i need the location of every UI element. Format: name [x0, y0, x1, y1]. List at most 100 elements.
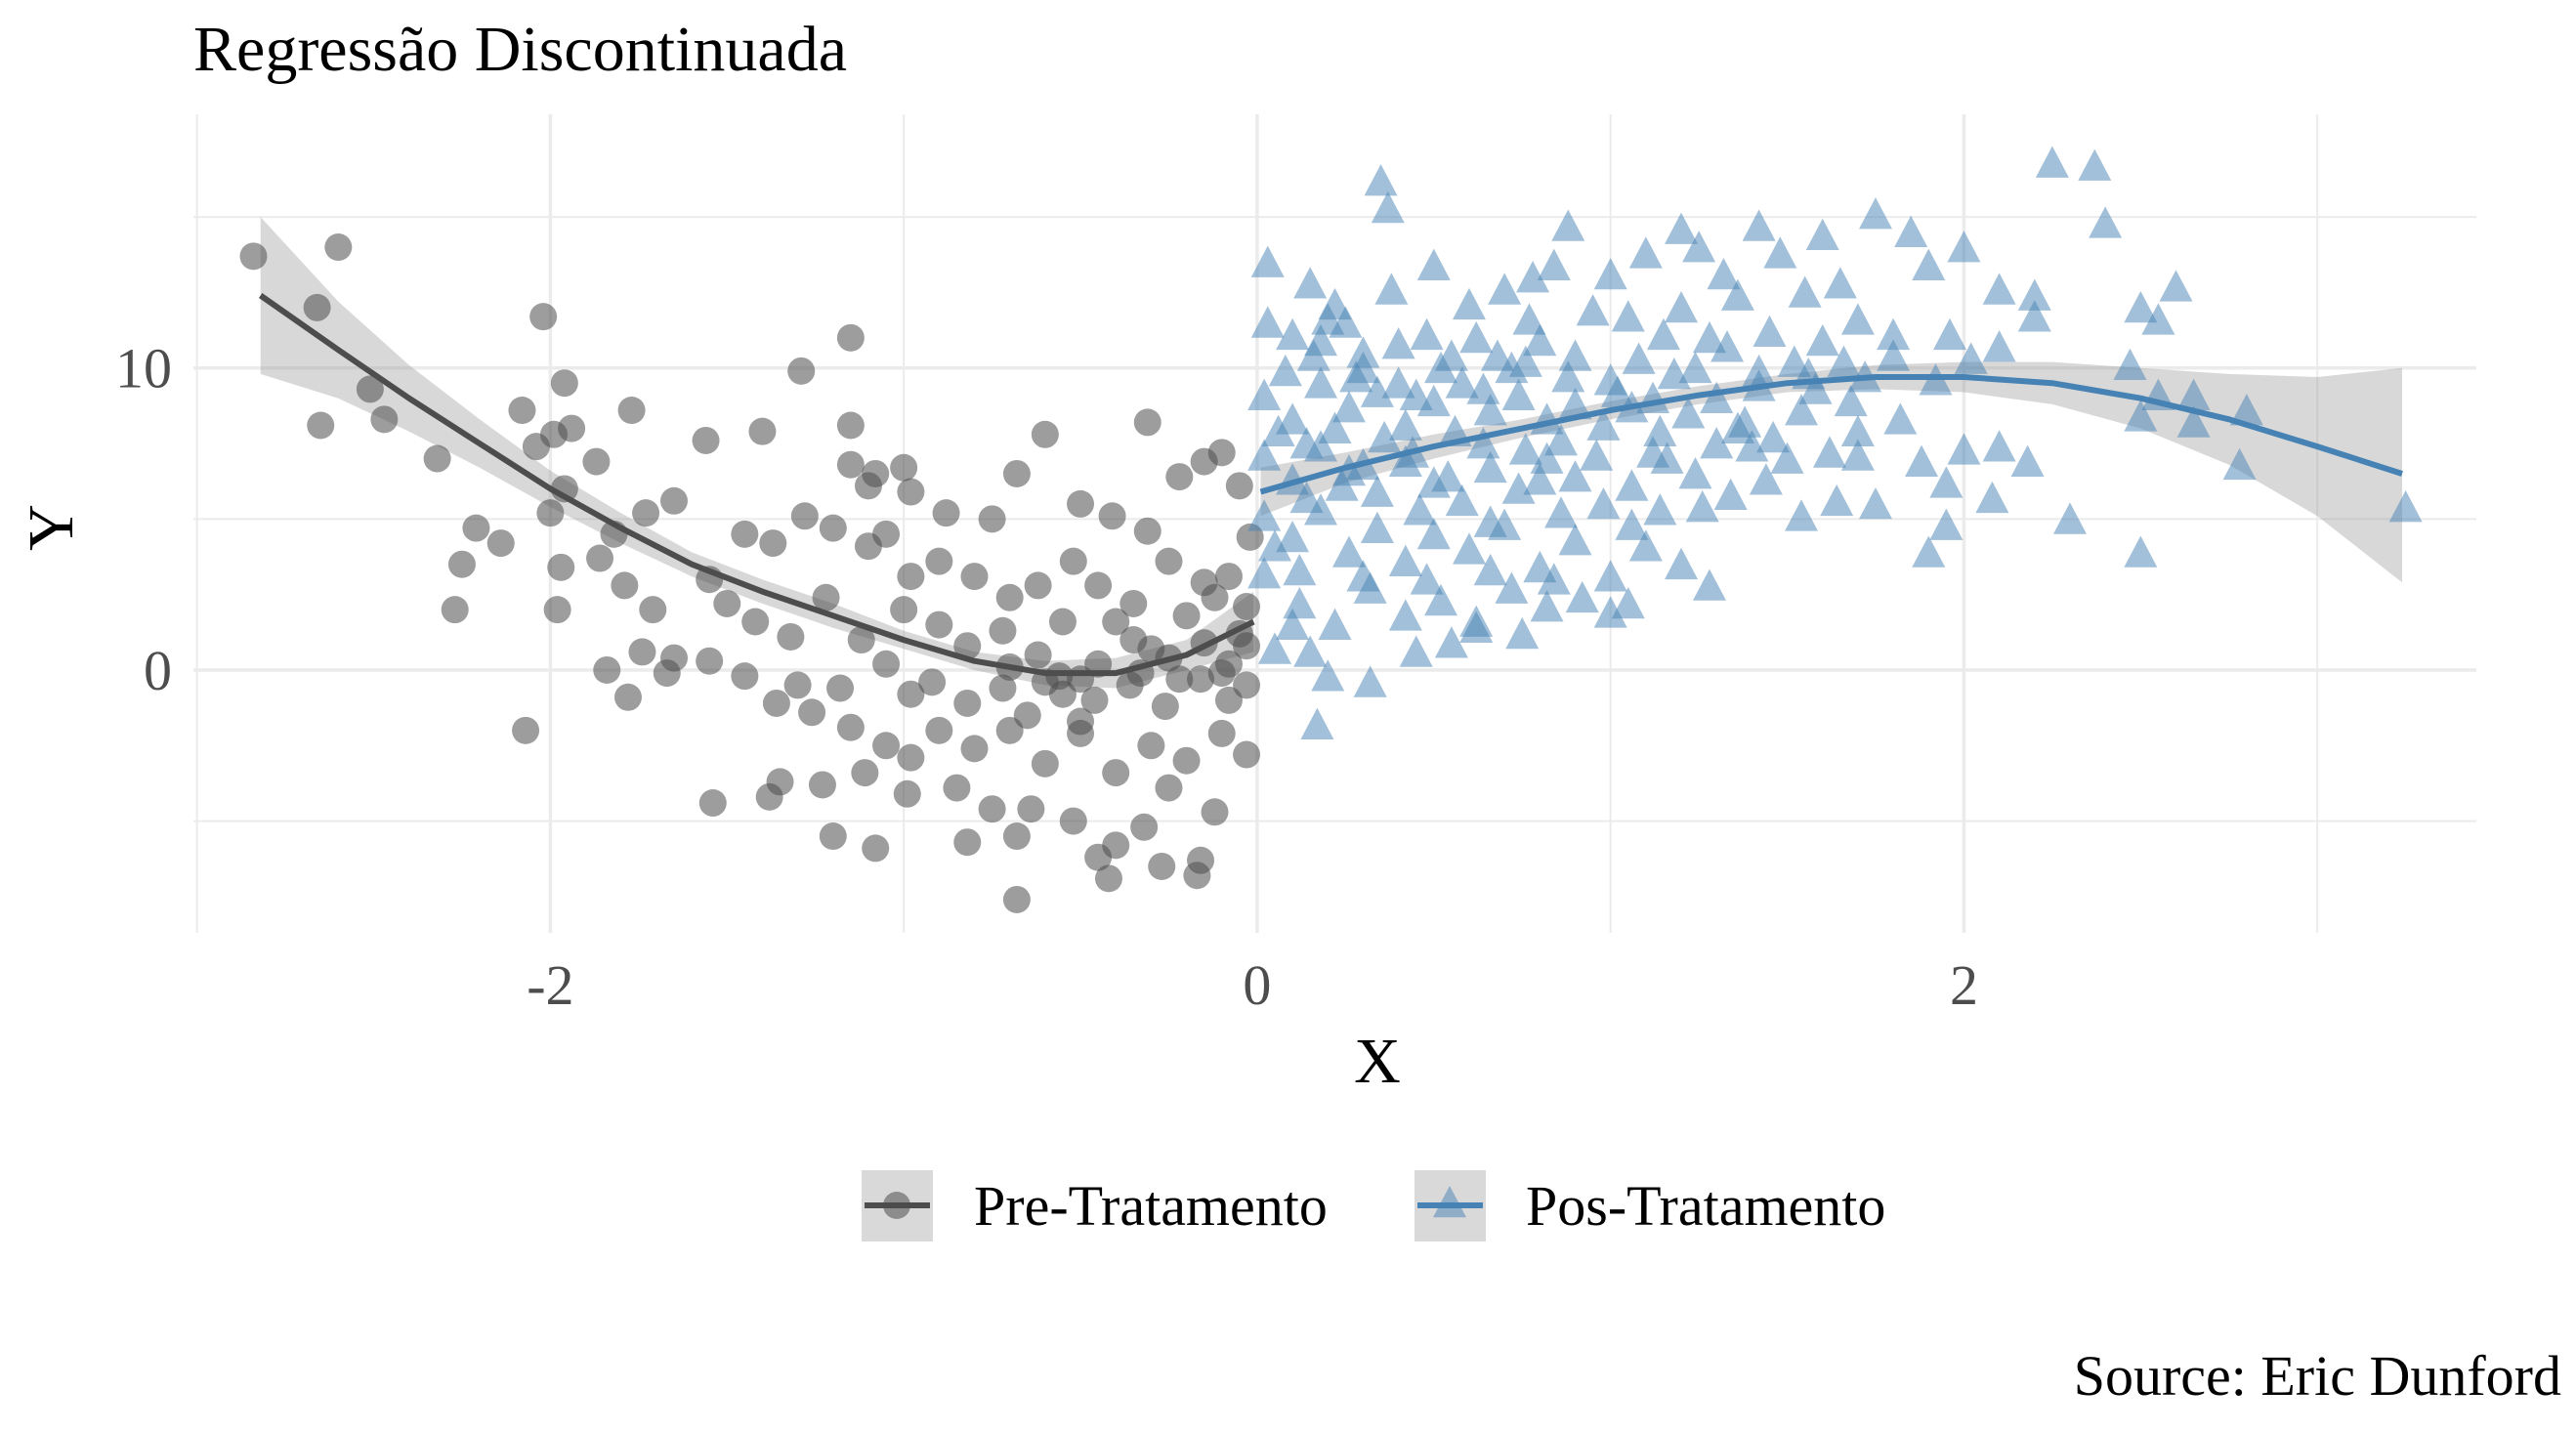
data-point-pre	[543, 596, 571, 624]
data-point-pos	[1399, 378, 1433, 410]
data-point-pos	[2124, 535, 2158, 568]
data-point-pre	[1084, 843, 1113, 871]
data-point-pos	[1300, 707, 1334, 740]
data-point-pre	[632, 499, 660, 527]
data-point-pos	[1982, 330, 2016, 362]
data-point-pre	[1172, 746, 1201, 775]
data-point-pre	[953, 689, 982, 717]
data-point-pos	[1710, 330, 1745, 362]
data-point-pos	[1473, 553, 1507, 586]
data-point-pre	[836, 713, 865, 741]
confidence-band	[260, 217, 1254, 689]
data-point-pre	[1031, 420, 1059, 448]
data-point-pre	[893, 779, 921, 808]
data-point-pos	[1537, 563, 1571, 595]
data-point-pos	[1905, 444, 1939, 477]
data-point-pos	[1480, 339, 1514, 371]
data-point-pos	[1250, 245, 1285, 277]
data-point-pre	[1119, 589, 1148, 617]
data-point-pre	[777, 622, 805, 651]
data-point-pos	[1700, 381, 1734, 414]
data-point-pre	[759, 529, 787, 558]
legend-label: Pos-Tratamento	[1526, 1174, 1885, 1238]
data-point-pre	[1207, 439, 1236, 467]
data-point-pos	[1247, 557, 1282, 589]
data-point-pre	[995, 583, 1024, 611]
data-point-pre	[918, 668, 947, 696]
data-point-pos	[1473, 505, 1507, 537]
data-point-pos	[1982, 430, 2016, 462]
data-point-pos	[1289, 427, 1324, 459]
data-point-pre	[925, 716, 953, 744]
data-point-pos	[1371, 190, 1405, 224]
data-point-pre	[370, 405, 399, 434]
data-point-pre	[653, 659, 681, 688]
y-tick-label: 10	[115, 337, 172, 400]
data-point-pos	[1565, 580, 1599, 613]
data-point-pos	[1381, 327, 1415, 359]
data-point-pre	[755, 782, 783, 811]
data-point-pre	[854, 472, 882, 500]
data-point-pre	[1233, 671, 1261, 699]
data-point-pre	[529, 303, 558, 331]
data-point-pos	[1812, 436, 1846, 468]
data-point-pos	[1434, 626, 1468, 658]
data-point-pos	[1473, 450, 1507, 484]
data-point-pos	[1646, 317, 1680, 351]
data-point-pos	[1671, 397, 1706, 429]
data-point-pos	[1785, 499, 1819, 531]
data-point-pre	[1233, 593, 1261, 621]
data-point-pos	[1293, 635, 1328, 667]
data-point-pos	[1753, 315, 1787, 348]
data-point-pre	[1225, 472, 1253, 500]
data-point-pos	[1665, 290, 1699, 323]
data-point-pre	[851, 759, 879, 787]
data-point-pos	[1770, 442, 1804, 474]
data-point-pos	[1558, 387, 1592, 420]
data-point-pos	[2222, 447, 2257, 481]
data-point-pre	[1094, 864, 1122, 893]
data-point-pre	[582, 447, 611, 476]
data-point-pos	[2113, 348, 2147, 381]
data-point-pos	[1318, 608, 1352, 640]
data-point-pos	[1707, 257, 1741, 290]
data-point-pos	[2141, 303, 2175, 335]
data-point-pre	[1183, 862, 1211, 890]
data-point-pos	[1805, 323, 1839, 357]
data-point-pre	[812, 583, 840, 611]
data-point-pos	[1381, 366, 1415, 399]
fit-lines	[258, 293, 2403, 677]
x-tick-label: 0	[1243, 953, 1271, 1017]
data-point-pos	[1289, 481, 1324, 514]
data-point-pos	[2176, 405, 2211, 438]
data-point-pos	[1735, 430, 1769, 462]
data-point-pos	[1720, 278, 1754, 311]
data-point-pre	[897, 680, 925, 708]
data-point-pos	[1368, 420, 1402, 453]
y-axis-title: Y	[16, 504, 87, 551]
data-point-pos	[2052, 502, 2087, 534]
data-point-pos	[1692, 320, 1726, 354]
data-point-pos	[1445, 366, 1479, 399]
data-point-pre	[1048, 608, 1077, 636]
data-point-pos	[2176, 378, 2211, 410]
data-point-pre	[790, 502, 819, 530]
data-point-pre	[872, 732, 901, 760]
data-point-pos	[1593, 560, 1627, 592]
data-point-pre	[1155, 547, 1183, 575]
data-point-pre	[1002, 459, 1031, 487]
data-point-pos	[1452, 287, 1486, 320]
data-point-pre	[324, 233, 353, 262]
data-point-pos	[1805, 218, 1839, 251]
data-point-pre	[748, 417, 777, 445]
data-point-pre	[558, 414, 586, 442]
data-point-pos	[1364, 164, 1398, 196]
data-point-pre	[547, 553, 575, 581]
data-point-pre	[1155, 774, 1183, 802]
data-point-pos	[1678, 351, 1712, 384]
data-point-pos	[1756, 420, 1791, 453]
data-point-pos	[1785, 394, 1819, 426]
data-point-pos	[1261, 414, 1295, 447]
data-point-pre	[953, 828, 982, 857]
data-point-pos	[1859, 197, 1892, 230]
